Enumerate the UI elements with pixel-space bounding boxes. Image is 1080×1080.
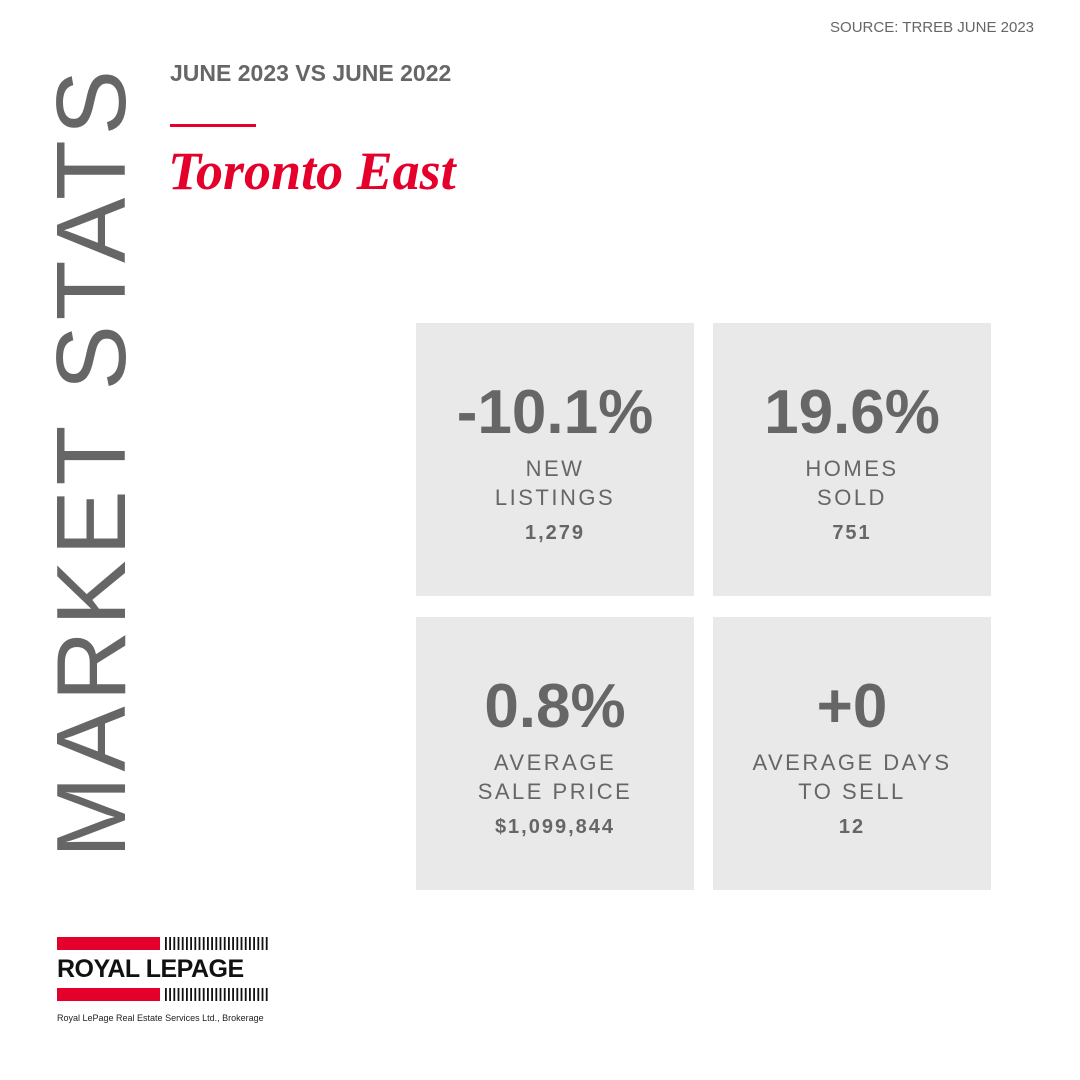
barcode-line <box>232 937 234 950</box>
barcode-line <box>223 988 226 1001</box>
barcode-line <box>219 988 222 1001</box>
barcode-line <box>223 937 226 950</box>
barcode-line <box>169 937 171 950</box>
logo-graphic <box>57 937 268 1001</box>
stat-label-line: NEW <box>525 456 585 481</box>
barcode-line <box>211 988 213 1001</box>
barcode-line <box>236 988 239 1001</box>
barcode-line <box>198 937 201 950</box>
barcode-line <box>194 988 197 1001</box>
barcode-line <box>257 937 260 950</box>
source: SOURCE: TRREB JUNE 2023 <box>830 19 1034 36</box>
barcode-line <box>261 988 264 1001</box>
barcode-line <box>211 937 213 950</box>
side-title-svg: MARKET STATS <box>36 70 146 858</box>
stat-label-line: SALE PRICE <box>477 779 633 804</box>
logo-bar <box>57 988 160 1001</box>
barcode-line <box>177 937 180 950</box>
stat-label-line: SOLD <box>817 485 887 510</box>
barcode-line <box>244 988 247 1001</box>
barcode-line <box>228 937 230 950</box>
barcode-line <box>257 988 260 1001</box>
stat-label: AVERAGE SALE PRICE <box>416 748 694 806</box>
stat-label-line: AVERAGE <box>493 750 617 775</box>
barcode-line <box>177 988 180 1001</box>
barcode-line <box>265 988 268 1001</box>
stat-value: 12 <box>838 816 866 838</box>
barcode-line <box>249 937 251 950</box>
barcode-line <box>181 937 184 950</box>
stat-label-line: HOMES <box>805 456 899 481</box>
stat-card: +0 AVERAGE DAYS TO SELL 12 <box>713 617 991 890</box>
barcode-line <box>181 988 184 1001</box>
stat-card: 0.8% AVERAGE SALE PRICE $1,099,844 <box>416 617 694 890</box>
barcode-line <box>169 988 171 1001</box>
barcode-line <box>236 937 239 950</box>
barcode-line <box>207 988 209 1001</box>
barcode-line <box>165 988 167 1001</box>
barcode-line <box>253 937 255 950</box>
barcode-line <box>173 988 176 1001</box>
barcode-line <box>219 937 222 950</box>
barcode-line <box>215 988 218 1001</box>
stat-card: -10.1% NEW LISTINGS 1,279 <box>416 323 694 596</box>
barcode-line <box>202 988 205 1001</box>
barcode-line <box>240 937 243 950</box>
stat-change: -10.1% <box>456 378 654 447</box>
barcode-line <box>228 988 230 1001</box>
title: Toronto East <box>168 141 456 201</box>
logo-barcode <box>165 937 268 1001</box>
side-title: MARKET STATS <box>36 70 146 858</box>
stat-label-line: LISTINGS <box>494 485 616 510</box>
barcode-line <box>249 988 251 1001</box>
stat-change: +0 <box>816 672 888 741</box>
stat-value: $1,099,844 <box>494 816 616 838</box>
barcode-line <box>186 988 188 1001</box>
logo-tagline: Royal LePage Real Estate Services Ltd., … <box>57 1013 264 1023</box>
barcode-line <box>186 937 188 950</box>
stat-label: AVERAGE DAYS TO SELL <box>713 748 991 806</box>
stat-card: 19.6% HOMES SOLD 751 <box>713 323 991 596</box>
barcode-line <box>190 937 192 950</box>
subtitle: JUNE 2023 VS JUNE 2022 <box>170 60 452 86</box>
stat-label: HOMES SOLD <box>713 454 991 512</box>
barcode-line <box>253 988 255 1001</box>
stat-value: 751 <box>832 522 872 544</box>
logo-bar <box>57 937 160 950</box>
barcode-line <box>244 937 247 950</box>
barcode-line <box>215 937 218 950</box>
title-rule <box>170 124 256 127</box>
barcode-line <box>194 937 197 950</box>
stat-label-line: TO SELL <box>798 779 906 804</box>
stat-label: NEW LISTINGS <box>416 454 694 512</box>
barcode-line <box>165 937 167 950</box>
barcode-line <box>202 937 205 950</box>
stat-label-line: AVERAGE DAYS <box>752 750 952 775</box>
barcode-line <box>173 937 176 950</box>
barcode-line <box>232 988 234 1001</box>
barcode-line <box>261 937 264 950</box>
barcode-line <box>198 988 201 1001</box>
barcode-line <box>190 988 192 1001</box>
stat-value: 1,279 <box>524 522 586 544</box>
logo-name: ROYAL LEPAGE <box>57 955 244 983</box>
stat-change: 19.6% <box>764 378 940 447</box>
barcode-line <box>240 988 243 1001</box>
barcode-line <box>207 937 209 950</box>
barcode-line <box>265 937 268 950</box>
stat-change: 0.8% <box>484 672 626 741</box>
